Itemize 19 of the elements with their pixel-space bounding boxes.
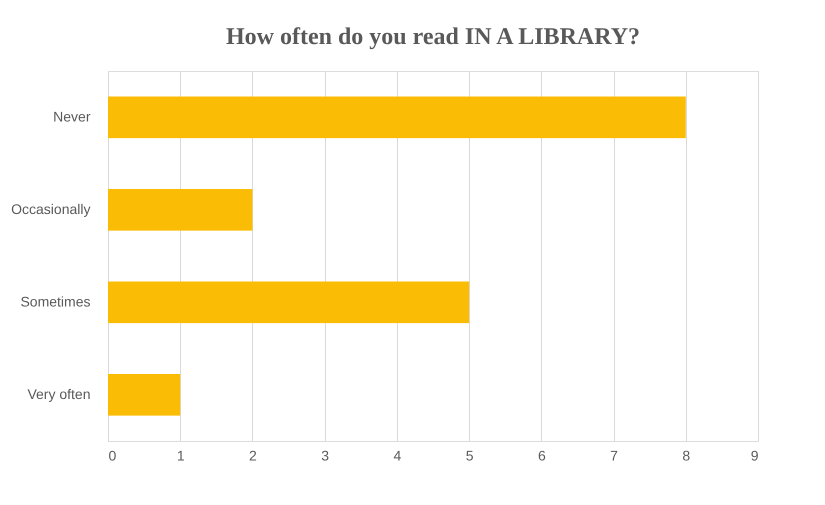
y-tick-label: Sometimes: [20, 293, 90, 310]
chart-title: How often do you read IN A LIBRARY?: [226, 24, 640, 50]
x-tick-label: 9: [750, 448, 759, 464]
x-tick-label: 1: [176, 448, 185, 464]
x-tick-label: 4: [393, 448, 402, 464]
x-tick-label: 6: [538, 448, 546, 464]
y-tick-label: Very often: [27, 386, 90, 402]
bar: [108, 188, 252, 231]
x-tick-label: 3: [321, 448, 330, 464]
x-tick-label: 8: [682, 448, 690, 464]
x-tick-label: 2: [249, 448, 258, 464]
x-tick-label: 7: [610, 448, 618, 464]
x-tick-label: 0: [108, 448, 116, 464]
bar: [108, 96, 686, 138]
bar: [108, 374, 180, 416]
x-tick-label: 5: [466, 448, 474, 464]
y-tick-label: Occasionally: [11, 200, 90, 217]
bar: [108, 281, 470, 324]
y-tick-label: Never: [53, 108, 91, 124]
